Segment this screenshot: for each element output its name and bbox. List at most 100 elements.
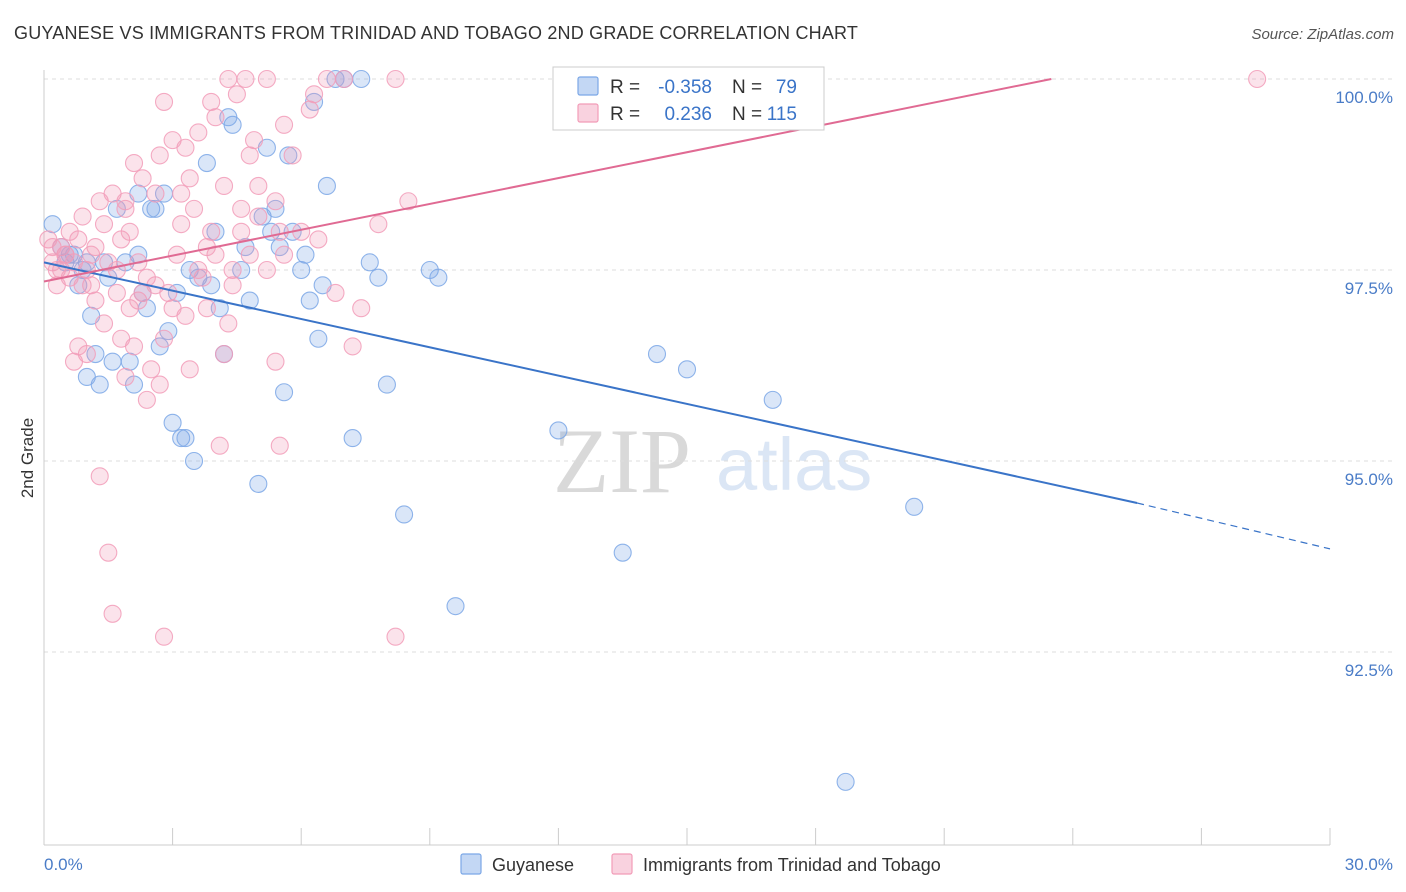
stats-r-value-trinidad: 0.236 bbox=[664, 104, 712, 125]
scatter-point bbox=[219, 108, 238, 127]
scatter-point bbox=[369, 215, 388, 234]
scatter-point bbox=[172, 215, 191, 234]
scatter-point bbox=[305, 85, 324, 104]
stats-r-label-trinidad: R = bbox=[610, 104, 640, 125]
scatter-point bbox=[172, 429, 191, 448]
scatter-point bbox=[163, 299, 182, 318]
scatter-point bbox=[99, 543, 118, 562]
axes bbox=[43, 70, 1331, 846]
scatter-point bbox=[133, 169, 152, 188]
scatter-point bbox=[309, 230, 328, 249]
scatter-point bbox=[266, 352, 285, 371]
scatter-point bbox=[352, 69, 371, 89]
legend-swatch-trinidad bbox=[611, 853, 633, 875]
scatter-point bbox=[94, 215, 114, 234]
scatter-point bbox=[163, 413, 182, 432]
scatter-point bbox=[43, 215, 62, 234]
scatter-point bbox=[266, 192, 285, 211]
scatter-point bbox=[180, 360, 199, 379]
scatter-point bbox=[172, 184, 191, 203]
scatter-point bbox=[86, 291, 105, 310]
scatter-point bbox=[905, 497, 924, 516]
scatter-point bbox=[395, 505, 414, 524]
scatter-point bbox=[257, 260, 276, 280]
scatter-point bbox=[275, 115, 294, 134]
y-tick-labels: 100.0% 97.5% 95.0% 92.5% bbox=[1335, 88, 1393, 680]
stats-r-label-guyanese: R = bbox=[610, 77, 640, 98]
scatter-point bbox=[446, 597, 465, 616]
y-tick-label: 92.5% bbox=[1345, 661, 1393, 680]
scatter-point bbox=[219, 69, 238, 89]
scatter-point bbox=[836, 772, 855, 791]
scatter-point bbox=[133, 283, 152, 302]
scatter-point bbox=[120, 352, 139, 371]
scatter-point bbox=[240, 291, 259, 310]
scatter-point bbox=[399, 192, 418, 211]
scatter-point bbox=[116, 199, 135, 218]
scatter-point bbox=[197, 153, 216, 173]
scatter-point bbox=[317, 69, 336, 89]
scatter-point bbox=[232, 199, 251, 218]
trend-lines bbox=[43, 78, 1331, 550]
scatter-point bbox=[275, 245, 294, 264]
scatter-point bbox=[137, 390, 156, 409]
x-tick-labels: 0.0% 30.0% bbox=[44, 855, 1393, 874]
scatter-point bbox=[244, 131, 264, 150]
x-tick-label: 0.0% bbox=[44, 855, 83, 874]
chart-title: GUYANESE VS IMMIGRANTS FROM TRINIDAD AND… bbox=[14, 23, 858, 43]
trend-line-extension bbox=[1136, 502, 1331, 550]
scatter-point bbox=[124, 153, 144, 173]
scatter-point bbox=[257, 69, 276, 89]
scatter-point bbox=[150, 146, 169, 165]
scatter-point bbox=[210, 436, 229, 455]
scatter-point bbox=[154, 92, 174, 111]
scatter-point bbox=[77, 367, 96, 387]
scatter-point bbox=[283, 146, 302, 165]
y-tick-label: 95.0% bbox=[1345, 470, 1393, 489]
grid-lines bbox=[44, 78, 1392, 653]
scatter-point bbox=[176, 429, 195, 448]
scatter-point bbox=[107, 283, 126, 302]
scatter-point bbox=[249, 474, 268, 493]
scatter-point bbox=[266, 199, 285, 218]
scatter-point bbox=[343, 337, 362, 356]
scatter-point bbox=[613, 543, 632, 562]
trend-line bbox=[43, 261, 1138, 504]
y-axis-title: 2nd Grade bbox=[18, 418, 37, 498]
scatter-point bbox=[326, 283, 345, 302]
scatter-point bbox=[240, 146, 259, 165]
scatter-point bbox=[146, 184, 165, 203]
scatter-point bbox=[1248, 69, 1267, 89]
scatter-point bbox=[103, 352, 122, 371]
watermark: ZIP atlas bbox=[553, 410, 872, 512]
legend-swatch-guyanese bbox=[460, 853, 482, 875]
y-tick-label: 97.5% bbox=[1345, 279, 1393, 298]
stats-swatch-trinidad bbox=[577, 103, 599, 123]
scatter-point bbox=[214, 176, 234, 196]
scatter-point bbox=[116, 192, 135, 211]
x-tick-label: 30.0% bbox=[1345, 855, 1393, 874]
scatter-point bbox=[176, 138, 195, 157]
scatter-point bbox=[300, 291, 319, 310]
scatter-point bbox=[270, 222, 289, 241]
scatter-point bbox=[335, 69, 354, 89]
scatter-point bbox=[150, 375, 169, 394]
scatter-point bbox=[214, 344, 234, 364]
stats-n-value-trinidad: 115 bbox=[767, 104, 797, 125]
scatter-point bbox=[202, 222, 221, 241]
scatter-point bbox=[249, 207, 268, 226]
scatter-point bbox=[146, 199, 165, 218]
scatter-point bbox=[249, 176, 268, 196]
scatter-point bbox=[227, 85, 246, 104]
scatter-point bbox=[236, 69, 255, 89]
scatter-point bbox=[549, 421, 568, 440]
scatter-point bbox=[94, 314, 114, 333]
scatter-point bbox=[279, 146, 298, 165]
scatter-point bbox=[197, 299, 216, 318]
trend-line bbox=[43, 78, 1052, 283]
scatter-point bbox=[116, 367, 135, 387]
series-trinidad-points bbox=[39, 69, 1267, 646]
scatter-point bbox=[240, 245, 259, 264]
legend-label-guyanese: Guyanese bbox=[492, 855, 574, 875]
